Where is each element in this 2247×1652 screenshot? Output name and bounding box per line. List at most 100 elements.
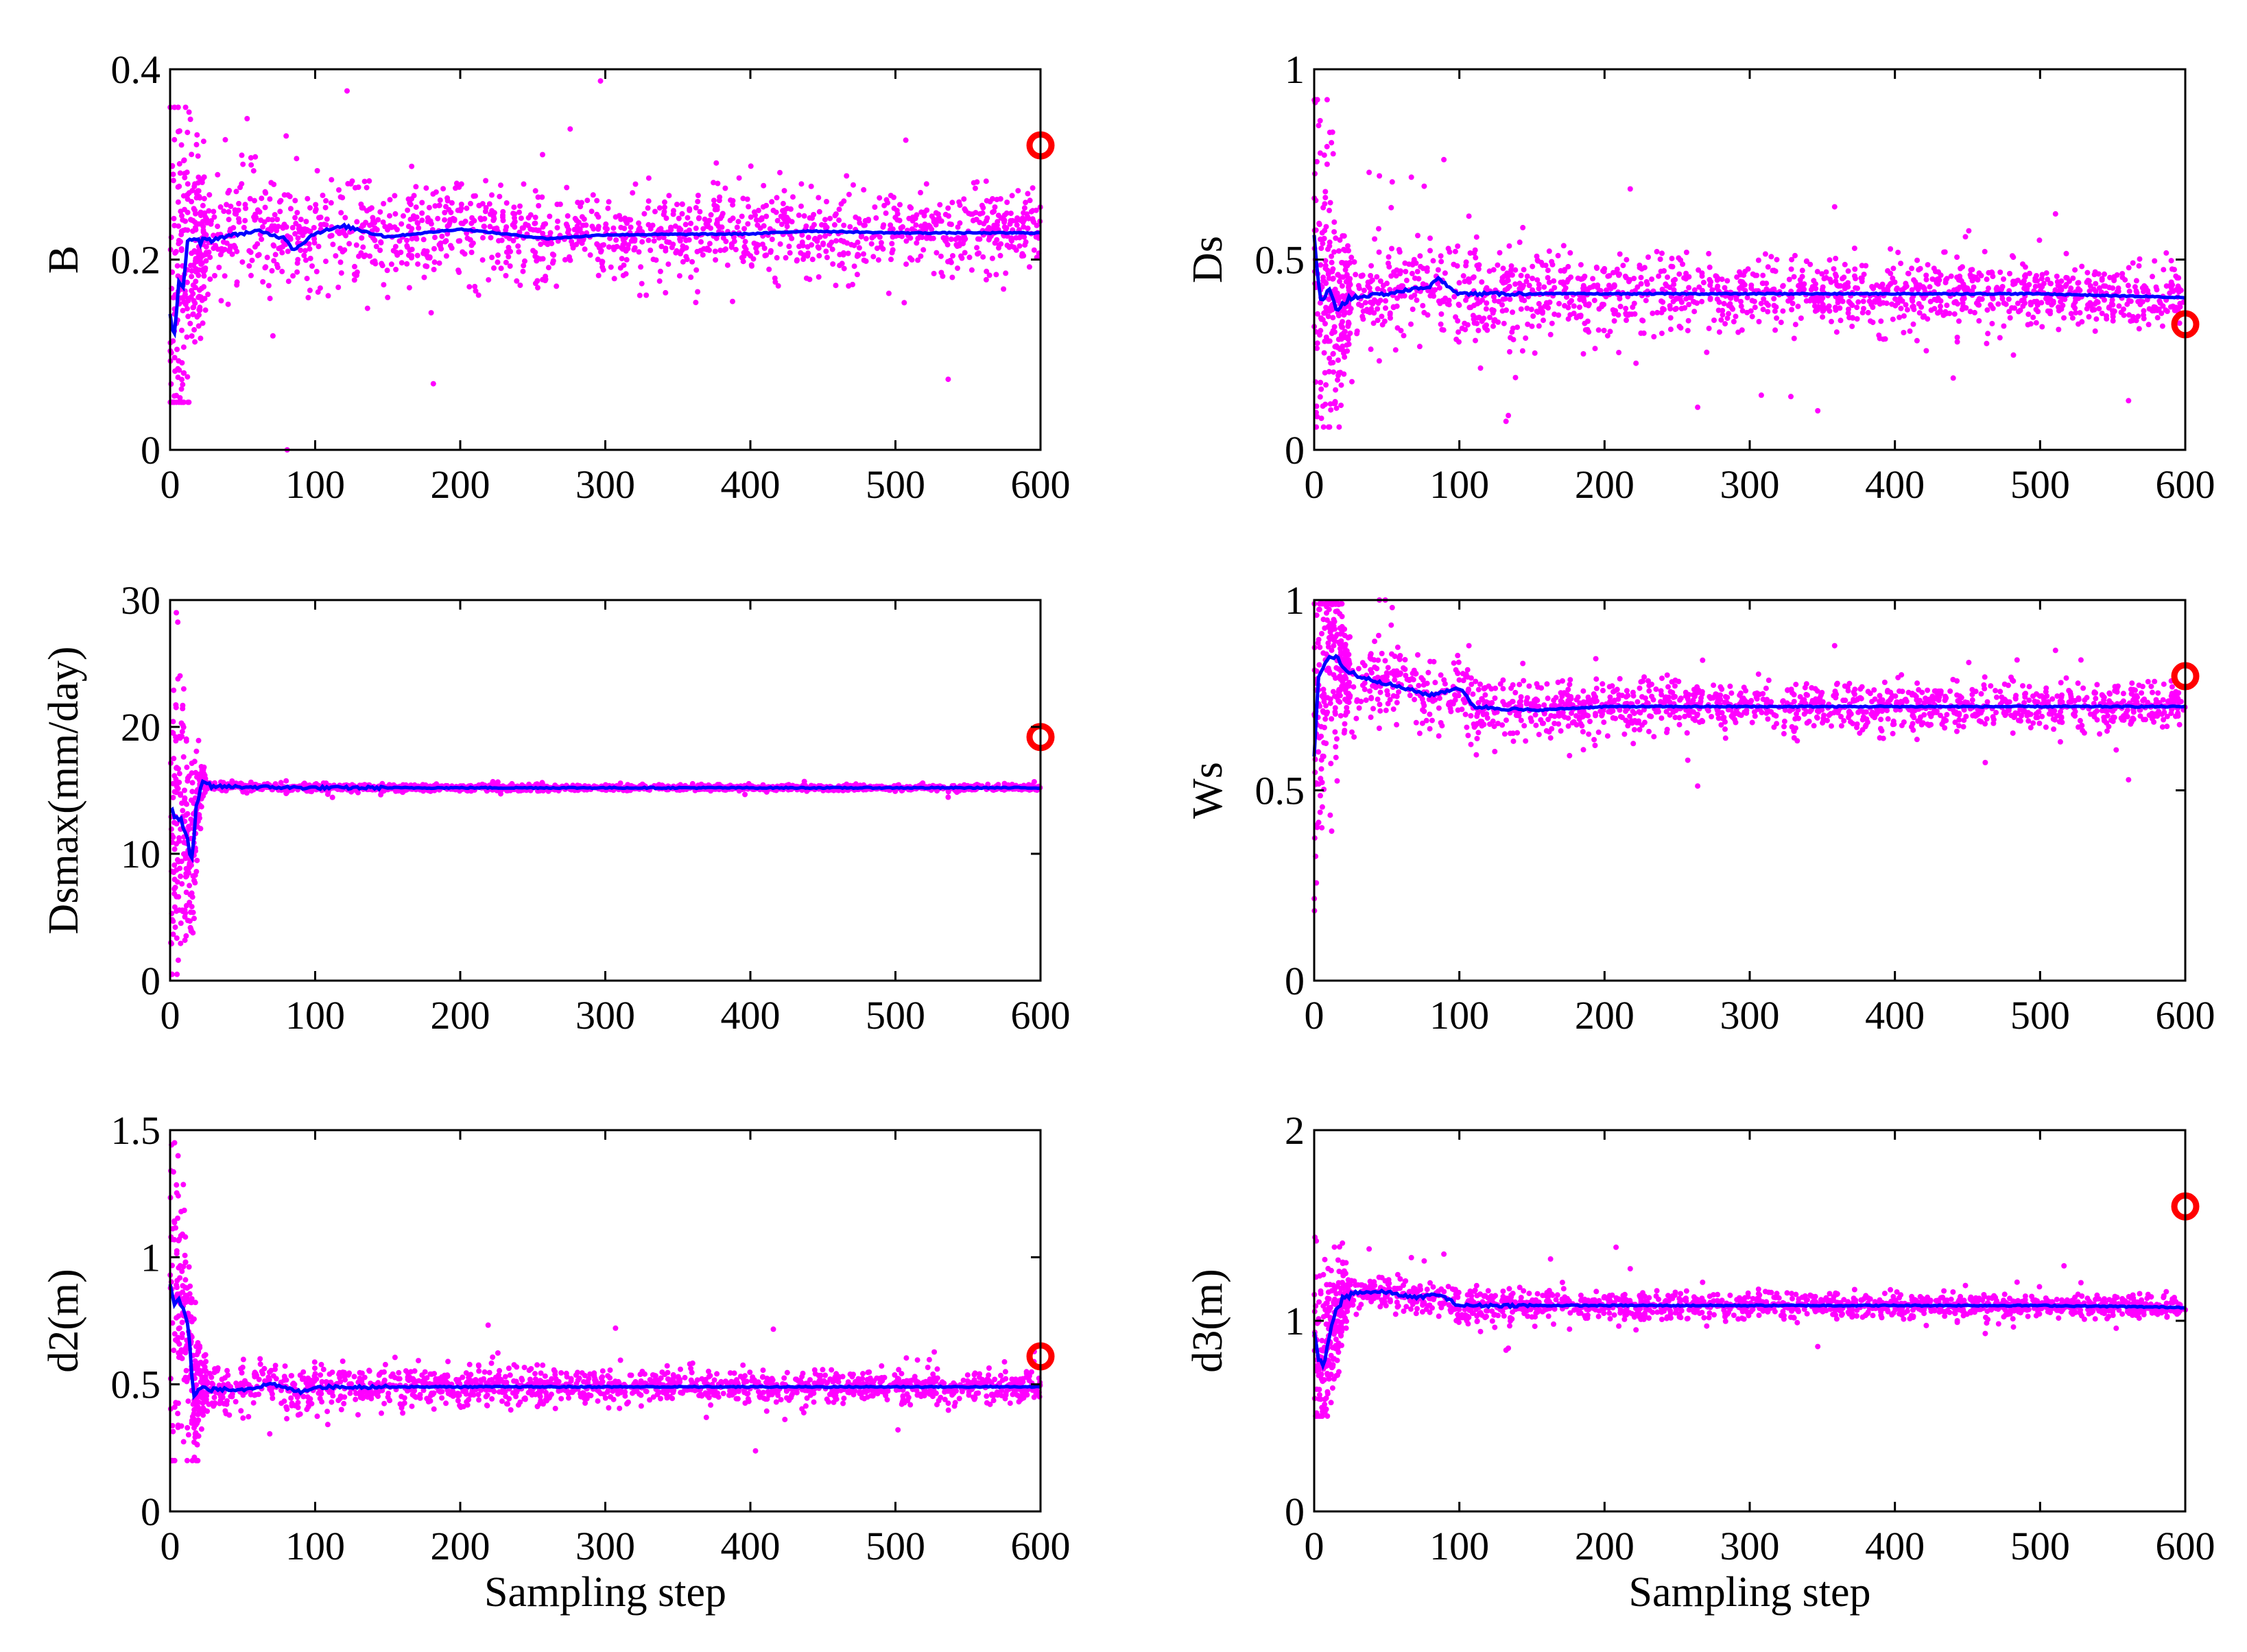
sample-point	[2025, 311, 2032, 318]
sample-point	[980, 254, 986, 260]
sample-point	[890, 234, 896, 240]
sample-point	[711, 180, 717, 186]
sample-point	[428, 221, 434, 227]
sample-point	[742, 239, 748, 245]
sample-point	[1499, 278, 1505, 284]
sample-point	[267, 296, 273, 302]
sample-point	[1738, 303, 1744, 309]
sample-point	[192, 219, 198, 226]
sample-point	[545, 265, 551, 271]
sample-point	[182, 937, 188, 944]
sample-point	[894, 217, 901, 223]
sample-point	[201, 273, 207, 279]
sample-point	[1568, 274, 1574, 280]
sample-point	[2107, 274, 2113, 280]
sample-point	[915, 257, 921, 263]
sample-point	[671, 208, 676, 214]
sample-point	[1576, 304, 1582, 310]
sample-point	[680, 259, 686, 265]
sample-point	[1854, 304, 1860, 311]
sample-point	[940, 273, 946, 279]
sample-point	[1658, 298, 1664, 304]
sample-point	[1707, 264, 1713, 270]
sample-point	[1936, 277, 1942, 283]
sample-point	[1336, 248, 1342, 254]
sample-point	[1803, 259, 1809, 265]
sample-point	[1026, 264, 1032, 270]
sample-point	[1695, 404, 1701, 410]
sample-point	[794, 257, 800, 263]
sample-point	[786, 243, 792, 250]
sample-point	[182, 301, 189, 307]
sample-point	[1957, 285, 1963, 290]
sample-point	[740, 259, 746, 265]
sample-point	[1354, 328, 1360, 334]
sample-point	[1504, 278, 1510, 284]
sample-point	[307, 246, 313, 252]
sample-point	[949, 200, 955, 206]
sample-point	[2021, 297, 2027, 303]
sample-point	[370, 218, 377, 224]
y-tick-label: 0	[1285, 428, 1305, 472]
x-tick-label: 100	[285, 462, 345, 507]
sample-point	[373, 243, 379, 250]
sample-point	[2136, 326, 2142, 332]
sample-point	[2096, 306, 2102, 312]
sample-point	[1507, 349, 1512, 355]
sample-point	[468, 200, 473, 206]
sample-point	[1773, 304, 1779, 310]
sample-point	[769, 199, 775, 205]
sample-point	[1951, 311, 1958, 317]
sample-point	[1737, 272, 1744, 278]
sample-point	[938, 253, 944, 259]
sample-point	[535, 285, 540, 291]
sample-point	[1438, 321, 1444, 327]
sample-point	[460, 249, 466, 255]
sample-point	[872, 204, 878, 210]
sample-point	[1321, 350, 1327, 356]
sample-point	[1495, 262, 1501, 268]
sample-point	[824, 224, 830, 230]
sample-point	[252, 243, 258, 250]
sample-point	[323, 222, 329, 228]
sample-point	[1420, 265, 1426, 272]
sample-point	[1658, 331, 1665, 337]
sample-point	[1317, 118, 1323, 123]
sample-point	[1584, 318, 1591, 324]
sample-point	[421, 274, 427, 280]
sample-point	[2021, 285, 2028, 291]
sample-point	[1355, 283, 1362, 289]
sample-point	[414, 252, 420, 259]
sample-point	[458, 202, 464, 207]
sample-point	[595, 226, 602, 232]
sample-point	[1524, 273, 1530, 279]
sample-point	[811, 222, 817, 228]
sample-point	[409, 163, 415, 169]
sample-point	[536, 203, 542, 208]
sample-point	[2160, 303, 2166, 309]
sample-point	[527, 226, 534, 232]
sample-point	[696, 215, 702, 222]
sample-point	[1414, 269, 1420, 274]
sample-point	[1650, 310, 1656, 316]
sample-point	[2163, 283, 2169, 289]
sample-point	[1797, 277, 1803, 283]
sample-point	[1631, 276, 1637, 282]
sample-point	[670, 241, 676, 248]
sample-point	[224, 202, 230, 208]
sample-point	[837, 252, 843, 258]
sample-point	[338, 210, 344, 216]
sample-point	[184, 279, 190, 285]
sample-point	[1484, 300, 1490, 306]
sample-point	[1510, 337, 1517, 343]
sample-point	[1436, 298, 1442, 304]
sample-point	[1897, 296, 1903, 302]
sample-point	[751, 240, 757, 246]
sample-point	[1842, 282, 1848, 288]
sample-point	[521, 263, 527, 269]
sample-point	[313, 206, 319, 213]
sample-point	[1567, 250, 1573, 256]
sample-point	[595, 272, 602, 278]
sample-point	[198, 209, 204, 215]
